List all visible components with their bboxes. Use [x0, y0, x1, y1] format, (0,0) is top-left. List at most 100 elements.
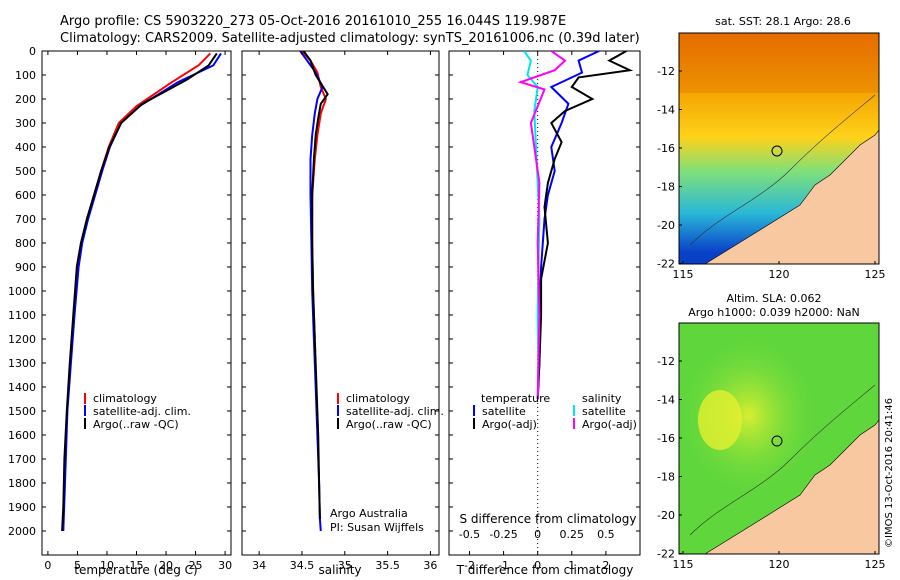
map-lat-tick-label: -18: [657, 181, 675, 194]
x-tick-label: -1: [498, 559, 509, 572]
difference-axes: [448, 50, 641, 556]
depth-tick-label: 1900: [8, 501, 36, 514]
depth-tick-label: 1700: [8, 453, 36, 466]
map-lat-tick-label: -14: [657, 104, 675, 117]
legend-label-s-satellite: satellite: [582, 405, 626, 418]
temperature-legend: climatology satellite-adj. clim. Argo(..…: [84, 392, 191, 431]
sla-argo-location-marker: [771, 435, 783, 447]
temperature-plot: [61, 52, 222, 532]
s-diff-tick-label: -0.5: [459, 528, 480, 541]
series-argo-raw-qc: [302, 51, 329, 520]
depth-tick-label: 1600: [8, 429, 36, 442]
x-tick-label: 1: [568, 559, 575, 572]
map-lon-tick-label: 120: [769, 558, 790, 571]
depth-tick-label: 1200: [8, 333, 36, 346]
x-axes-ticks: 0 5 10 15 20 25 30 34 34.5 35 35.5 36 -2 -1 0 1 2 -0.5 -0.…: [44, 51, 615, 572]
salinity-xlabel: salinity: [318, 563, 361, 577]
depth-tick-label: 700: [15, 213, 36, 226]
x-tick-label: 34: [252, 559, 266, 572]
series-s-satellite: [523, 51, 541, 400]
salinity-plot: [299, 51, 329, 532]
temperature-xlabel: temperature (deg C): [74, 563, 197, 577]
x-tick-label: 35.5: [375, 559, 400, 572]
x-tick-label: 25: [189, 559, 203, 572]
depth-tick-label: 600: [15, 189, 36, 202]
depth-tick-label: 800: [15, 237, 36, 250]
depth-tick-label: 1800: [8, 477, 36, 490]
header-line2: Climatology: CARS2009. Satellite-adjuste…: [60, 31, 640, 46]
x-tick-label: 0: [44, 559, 51, 572]
depth-tick-label: 500: [15, 165, 36, 178]
legend-label-climatology: climatology: [346, 392, 410, 405]
legend-label-argo: Argo(..raw -QC): [93, 418, 179, 431]
sst-isobath: [689, 94, 876, 246]
difference-xlabel2: S difference from climatology: [460, 512, 637, 526]
legend-label-satellite: satellite-adj. clim.: [346, 405, 444, 418]
depth-tick-label: 1500: [8, 405, 36, 418]
sla-isobath: [689, 384, 876, 536]
difference-xlabel: T difference from climatology: [456, 563, 634, 577]
x-tick-label: -2: [464, 559, 475, 572]
sst-warm-band: [679, 33, 879, 93]
series-argo-raw-qc: [61, 52, 218, 532]
sst-map: [678, 32, 880, 265]
depth-tick-label: 1300: [8, 357, 36, 370]
legend-label-satellite: satellite-adj. clim.: [93, 405, 191, 418]
sla-map: [678, 322, 880, 555]
map-lat-tick-label: -12: [657, 355, 675, 368]
header-line1: Argo profile: CS 5903220_273 05-Oct-2016…: [60, 14, 566, 29]
depth-tick-label: 400: [15, 141, 36, 154]
s-diff-tick-label: -0.25: [489, 528, 517, 541]
depth-tick-label: 200: [15, 93, 36, 106]
map-lat-tick-label: -18: [657, 471, 675, 484]
difference-plot: [517, 51, 634, 555]
legend-title-temperature: temperature: [481, 392, 550, 405]
s-diff-tick-label: 0: [534, 528, 541, 541]
map-lat-tick-label: -16: [657, 432, 675, 445]
temperature-axes: [41, 50, 232, 556]
x-tick-label: 15: [130, 559, 144, 572]
map-lon-tick-label: 125: [865, 558, 886, 571]
series-satellite-adj-clim: [62, 52, 222, 532]
depth-tick-label: 2000: [8, 525, 36, 538]
x-tick-label: 5: [74, 559, 81, 572]
x-tick-label: 0: [534, 559, 541, 572]
depth-tick-label: 0: [29, 45, 36, 58]
map-lat-tick-label: -22: [657, 548, 675, 561]
s-diff-tick-label: 0.25: [560, 528, 585, 541]
sla-map-title1: Altim. SLA: 0.062: [726, 292, 821, 305]
legend-label-argo: Argo(..raw -QC): [346, 418, 432, 431]
s-diff-tick-label: 0.5: [597, 528, 615, 541]
footer-credit: ©IMOS 13-Oct-2016 20:41:46: [884, 398, 895, 548]
depth-tick-label: 900: [15, 261, 36, 274]
depth-tick-label: 1000: [8, 285, 36, 298]
map-lat-tick-label: -20: [657, 219, 675, 232]
depth-tick-label: 1100: [8, 309, 36, 322]
x-tick-label: 30: [218, 559, 232, 572]
x-tick-label: 10: [100, 559, 114, 572]
depth-tick-label: 300: [15, 117, 36, 130]
map-lat-tick-label: -20: [657, 509, 675, 522]
difference-legend: temperature salinity satellite Argo(-adj…: [473, 392, 637, 431]
legend-label-s-argo: Argo(-adj): [582, 418, 637, 431]
legend-label-t-satellite: satellite: [482, 405, 526, 418]
map-lat-tick-label: -14: [657, 394, 675, 407]
x-tick-label: 20: [159, 559, 173, 572]
depth-tick-label: 1400: [8, 381, 36, 394]
x-tick-label: 34.5: [290, 559, 315, 572]
map-lat-tick-label: -22: [657, 258, 675, 271]
credit-institution: Argo Australia: [330, 507, 408, 520]
map-lat-tick-label: -16: [657, 142, 675, 155]
series-s-argo-adj: [517, 51, 567, 400]
salinity-legend: climatology satellite-adj. clim. Argo(..…: [330, 392, 444, 534]
sst-argo-location-marker: [771, 145, 783, 157]
legend-title-salinity: salinity: [582, 392, 622, 405]
map-lon-tick-label: 120: [769, 268, 790, 281]
map-lon-tick-label: 115: [673, 268, 694, 281]
depth-tick-label: 100: [15, 69, 36, 82]
series-climatology: [75, 52, 212, 268]
legend-label-t-argo: Argo(-adj): [482, 418, 537, 431]
salinity-axes: [241, 50, 440, 556]
x-tick-label: 36: [423, 559, 437, 572]
